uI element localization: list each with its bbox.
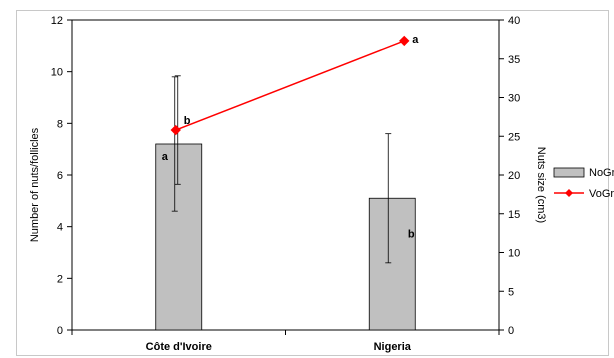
- left-tick-label: 6: [57, 170, 63, 182]
- left-tick-label: 2: [57, 273, 63, 285]
- right-tick-label: 5: [508, 286, 514, 298]
- right-tick-label: 15: [508, 209, 520, 221]
- line-annotation: b: [184, 115, 191, 127]
- chart-border: [16, 10, 609, 356]
- right-tick-label: 40: [508, 15, 520, 27]
- series-line-vogr: [175, 40, 405, 131]
- plot-area: 0 2 4 6 8 10 12 0 5 10 15 20 25 30 35 40 Côte d'Ivoire Ni…: [51, 15, 521, 353]
- right-tick-label: 35: [508, 54, 520, 66]
- line-annotation: a: [412, 34, 419, 46]
- right-tick-label: 10: [508, 248, 520, 260]
- category-label: Côte d'Ivoire: [146, 341, 212, 353]
- legend-marker-vogr: [565, 189, 573, 197]
- legend-label-nogr: NoGr: [589, 167, 614, 179]
- left-tick-label: 4: [57, 222, 63, 234]
- right-tick-label: 25: [508, 131, 520, 143]
- bar-nogr: [368, 197, 416, 331]
- left-tick-label: 8: [57, 118, 63, 130]
- right-axis-title: Nuts size (cm3): [535, 147, 547, 223]
- left-tick-label: 0: [57, 325, 63, 337]
- right-tick-label: 0: [508, 325, 514, 337]
- left-tick-label: 12: [51, 15, 63, 27]
- line-point-marker: [399, 35, 410, 47]
- legend: NoGr VoGr: [553, 167, 614, 200]
- bar-nogr: [155, 143, 203, 331]
- right-tick-label: 30: [508, 93, 520, 105]
- legend-swatch-nogr: [553, 167, 585, 178]
- left-axis-title: Number of nuts/follicles: [29, 127, 41, 242]
- category-label: Nigeria: [374, 341, 412, 353]
- bar-annotation: a: [162, 151, 169, 163]
- left-tick-label: 10: [51, 67, 63, 79]
- legend-label-vogr: VoGr: [589, 188, 614, 200]
- bar-annotation: b: [408, 228, 415, 240]
- line-point-marker: [170, 124, 181, 136]
- right-tick-label: 20: [508, 170, 520, 182]
